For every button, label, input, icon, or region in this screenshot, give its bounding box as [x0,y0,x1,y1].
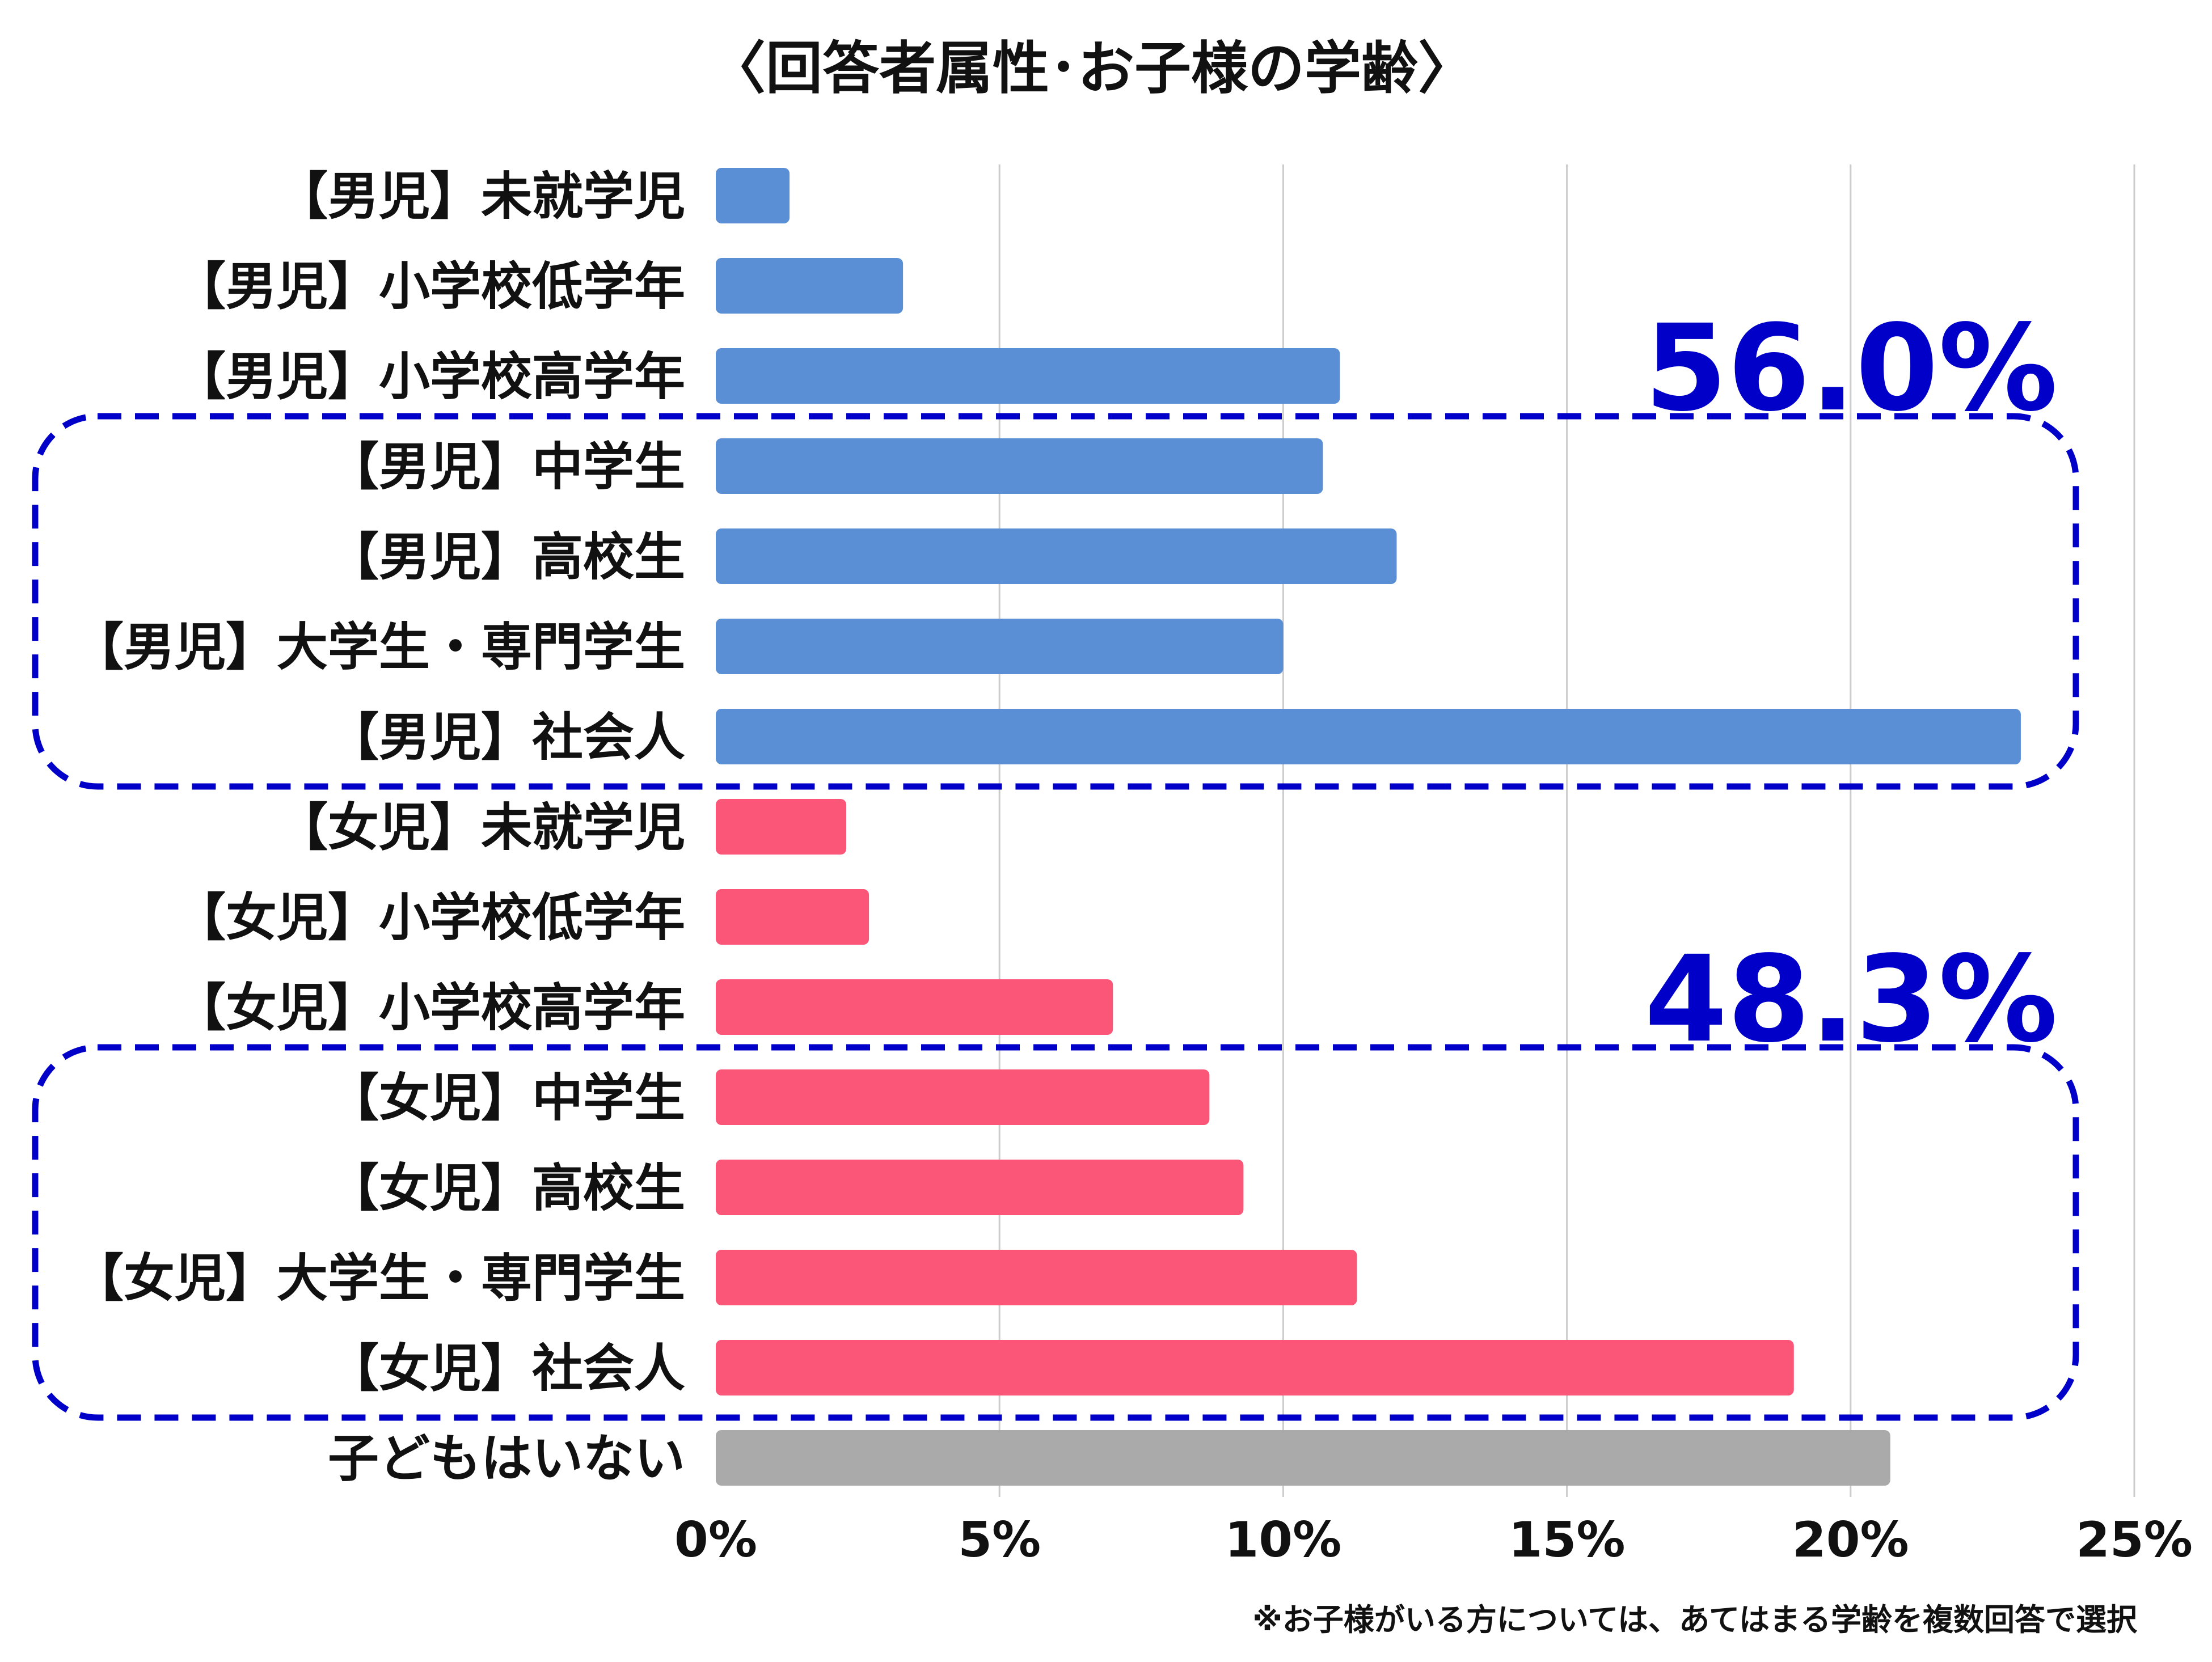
x-tick-label: 20% [1792,1512,1909,1568]
category-label: 【男児】小学校低学年 [175,257,685,316]
x-axis-ticks: 0% 5% 10% 15% 20% 25% [674,1512,2193,1568]
bar [716,1430,1890,1486]
category-label: 子どもはいない [328,1429,685,1488]
bracket-box [32,1044,2079,1421]
category-labels: 【男児】未就学児【男児】小学校低学年【男児】小学校高学年【男児】中学生【男児】高… [73,167,685,1488]
footnote: ※お子様がいる方については、あてはまる学齢を複数回答で選択 [1252,1602,2138,1638]
highlight-total: 56.0% [1644,299,2058,438]
bar [716,258,904,314]
category-label: 【男児】社会人 [328,708,685,767]
bar [716,709,2021,764]
bar [716,889,869,945]
x-tick-label: 5% [958,1512,1041,1568]
category-label: 【男児】高校生 [328,527,685,587]
category-label: 【女児】大学生・専門学生 [73,1249,685,1308]
bar [716,1250,1357,1305]
category-label: 【男児】大学生・専門学生 [73,618,685,677]
bracket-box [32,413,2079,790]
bar [716,348,1340,404]
bar [716,1160,1244,1215]
x-tick-label: 25% [2076,1512,2193,1568]
bar [716,619,1284,674]
category-label: 【男児】未就学児 [277,167,685,226]
chart-title: 〈回答者属性･お子様の学齢〉 [709,35,1475,102]
category-label: 【男児】中学生 [328,437,685,497]
category-label: 【女児】社会人 [328,1339,685,1398]
bar [716,528,1397,584]
annotations: 56.0% 48.3% [32,299,2079,1421]
category-label: 【男児】小学校高学年 [175,347,685,407]
category-label: 【女児】小学校高学年 [175,978,685,1038]
bar [716,979,1113,1035]
bar [716,1069,1210,1125]
category-label: 【女児】高校生 [328,1158,685,1218]
highlight-total: 48.3% [1644,930,2058,1069]
bar [716,168,790,223]
category-label: 【女児】未就学児 [277,798,685,857]
category-label: 【女児】中学生 [328,1068,685,1128]
x-tick-label: 10% [1225,1512,1341,1568]
x-tick-label: 0% [674,1512,757,1568]
bar [716,799,847,855]
x-tick-label: 15% [1509,1512,1626,1568]
bar [716,438,1323,494]
bars [716,168,2021,1486]
category-label: 【女児】小学校低学年 [175,888,685,948]
bar [716,1340,1794,1395]
